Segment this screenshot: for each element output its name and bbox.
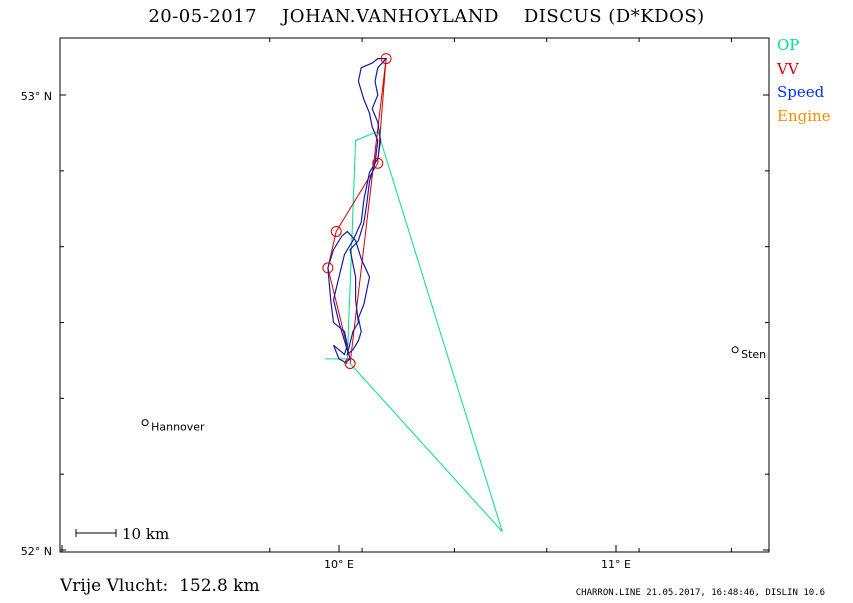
map-title: 20-05-2017 JOHAN.VANHOYLAND DISCUS (D*KD… [0, 6, 853, 27]
town-marker-icon [141, 419, 149, 427]
legend: OP VV Speed Engine [777, 34, 831, 128]
scale-bar-label: 10 km [122, 525, 169, 543]
turnpoint-circle-1 [322, 262, 334, 274]
lon-label-10: 10° E [324, 558, 354, 571]
turnpoint-circle-0 [344, 357, 356, 369]
op-route-line [325, 130, 503, 533]
footer-info: CHARRON.LINE 21.05.2017, 16:48:46, DISLI… [575, 588, 825, 598]
map-frame [59, 37, 770, 553]
turnpoint-circle-2 [330, 226, 342, 237]
lat-label-53: 53° N [21, 90, 52, 103]
glider-name: DISCUS (D*KDOS) [523, 6, 705, 27]
scale-bar: 10 km [75, 525, 169, 543]
legend-speed: Speed [777, 83, 825, 101]
distance-value: 152.8 km [179, 576, 260, 596]
flight-track-line [327, 57, 388, 365]
turnpoint-circle-3 [372, 157, 384, 169]
legend-op: OP [777, 36, 800, 54]
flight-routes [322, 53, 503, 533]
town-label: Sten [741, 348, 766, 361]
legend-engine: Engine [777, 106, 831, 125]
lat-label-52: 52° N [21, 545, 52, 558]
lon-label-11: 11° E [601, 558, 631, 571]
town-marker-icon [731, 346, 739, 354]
flight-date: 20-05-2017 [148, 6, 258, 27]
town-markers: Hannover Sten [141, 346, 766, 434]
town-sten: Sten [731, 346, 766, 361]
town-hannover: Hannover [141, 419, 205, 434]
vv-route-line [327, 58, 387, 364]
free-flight-distance: Vrije Vlucht: 152.8 km [60, 576, 260, 596]
pilot-name: JOHAN.VANHOYLAND [281, 6, 499, 27]
distance-label: Vrije Vlucht: [60, 576, 169, 596]
legend-vv: VV [777, 59, 799, 78]
map-ticks [60, 38, 769, 552]
town-label: Hannover [151, 421, 205, 434]
turnpoint-circle-4 [380, 53, 392, 65]
